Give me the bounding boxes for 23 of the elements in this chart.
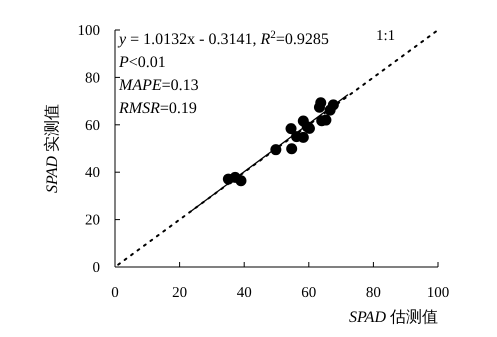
- x-tick-label: 0: [111, 285, 119, 301]
- annotation: P<0.01: [118, 54, 166, 71]
- y-tick-label: 80: [85, 70, 100, 86]
- y-tick-label: 20: [85, 212, 100, 229]
- x-tick-label: 20: [172, 285, 188, 301]
- y-tick-label: 40: [85, 165, 100, 182]
- series-label: 1:1: [376, 28, 396, 44]
- y-axis-title: SPAD 实测值: [43, 104, 61, 194]
- point: [286, 143, 298, 154]
- x-tick-label: 80: [366, 285, 381, 301]
- point: [235, 175, 246, 186]
- y-tick-label: 60: [85, 118, 100, 134]
- annotation: RMSR=0.19: [118, 100, 197, 117]
- x-tick-label: 40: [236, 285, 252, 301]
- x-axis-title: SPAD 估测值: [348, 309, 438, 326]
- y-tick-label: 100: [78, 23, 100, 39]
- point: [286, 123, 297, 134]
- annotation: MAPE=0.13: [118, 77, 199, 94]
- annotation: y = 1.0132x - 0.3141, R$^{2}$=0.9285: [117, 29, 329, 48]
- x-tick-label: 100: [426, 285, 450, 301]
- y-tick-label: 0: [92, 260, 100, 276]
- x-tick-label: 60: [301, 285, 316, 301]
- point: [298, 132, 309, 143]
